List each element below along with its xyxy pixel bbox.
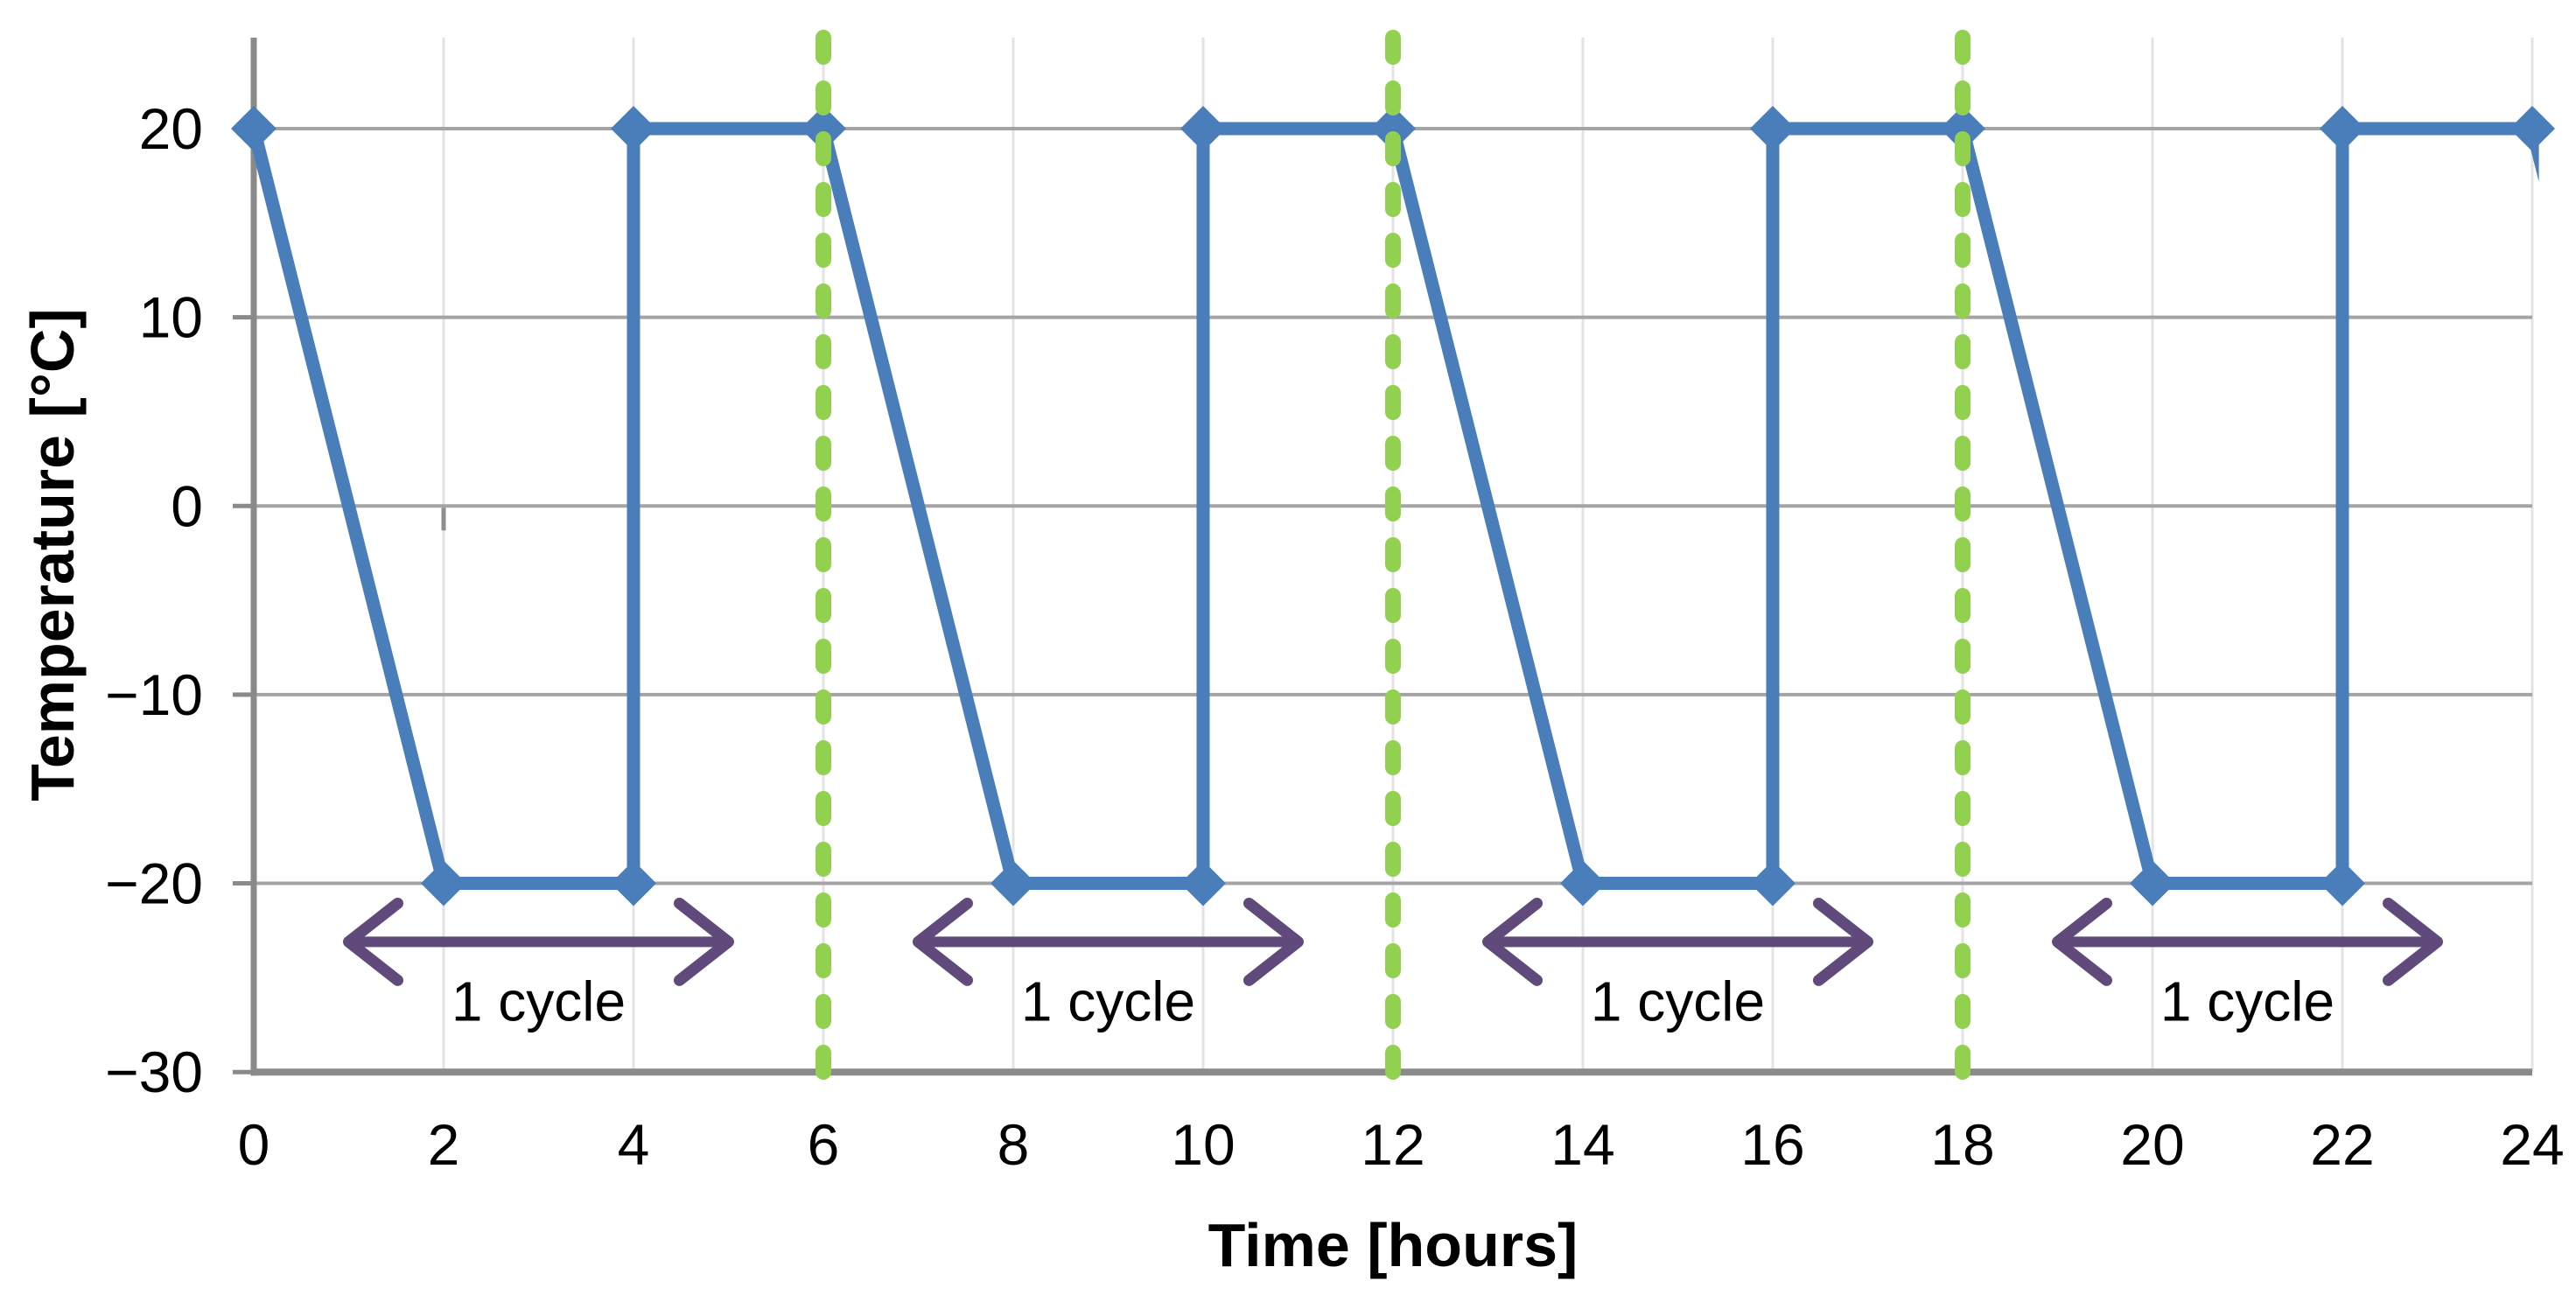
series-marker-diamond <box>231 106 276 151</box>
y-tick-label: −30 <box>105 1040 203 1104</box>
arrow-head-left <box>1482 897 1543 986</box>
series-marker-diamond <box>1750 106 1796 151</box>
series-marker-diamond <box>1370 106 1416 151</box>
cycle-annotation-label: 1 cycle <box>1021 970 1195 1032</box>
x-tick-label: 20 <box>2120 1112 2184 1177</box>
x-tick-label: 16 <box>1740 1112 1804 1177</box>
y-tick-label: 0 <box>171 473 203 538</box>
arrow-head-right <box>1243 897 1304 986</box>
series-marker-diamond <box>2320 860 2365 906</box>
y-tick-label: 20 <box>139 96 203 161</box>
x-axis-title: Time [hours] <box>1208 1211 1578 1279</box>
x-tick-label: 4 <box>618 1112 650 1177</box>
series-marker-diamond <box>611 860 656 906</box>
x-tick-label: 2 <box>428 1112 460 1177</box>
series-marker-diamond <box>1180 860 1226 906</box>
series-marker-diamond <box>1750 860 1796 906</box>
cycle-annotation-label: 1 cycle <box>1591 970 1765 1032</box>
series-marker-diamond <box>2320 106 2365 151</box>
y-tick-label: −10 <box>105 662 203 727</box>
x-tick-label: 22 <box>2310 1112 2374 1177</box>
x-tick-label: 18 <box>1930 1112 1994 1177</box>
series-marker-diamond <box>801 106 846 151</box>
y-axis-title: Temperature [°C] <box>18 308 87 802</box>
arrow-head-right <box>674 897 734 986</box>
x-tick-label: 24 <box>2500 1112 2564 1177</box>
arrow-head-left <box>913 897 973 986</box>
x-tick-label: 0 <box>238 1112 270 1177</box>
cycle-annotation-label: 1 cycle <box>2160 970 2334 1032</box>
x-tick-label: 12 <box>1361 1112 1424 1177</box>
y-tick-label: −20 <box>105 851 203 916</box>
arrow-head-left <box>2052 897 2112 986</box>
series-line <box>247 122 2539 891</box>
arrow-head-right <box>1813 897 1873 986</box>
series-marker-diamond <box>611 106 656 151</box>
series-marker-diamond <box>2130 860 2175 906</box>
arrow-head-left <box>343 897 403 986</box>
x-tick-label: 8 <box>998 1112 1030 1177</box>
arrow-head-right <box>2383 897 2443 986</box>
series-marker-diamond <box>1180 106 1226 151</box>
x-tick-label: 14 <box>1550 1112 1614 1177</box>
series-marker-diamond <box>421 860 466 906</box>
series-marker-diamond <box>1940 106 1985 151</box>
series-marker-diamond <box>1560 860 1606 906</box>
x-tick-label: 6 <box>808 1112 840 1177</box>
y-tick-label: 10 <box>139 285 203 350</box>
x-tick-label: 10 <box>1171 1112 1235 1177</box>
series-marker-diamond <box>990 860 1036 906</box>
series-marker-diamond <box>2510 106 2555 151</box>
cycle-annotation-label: 1 cycle <box>452 970 626 1032</box>
